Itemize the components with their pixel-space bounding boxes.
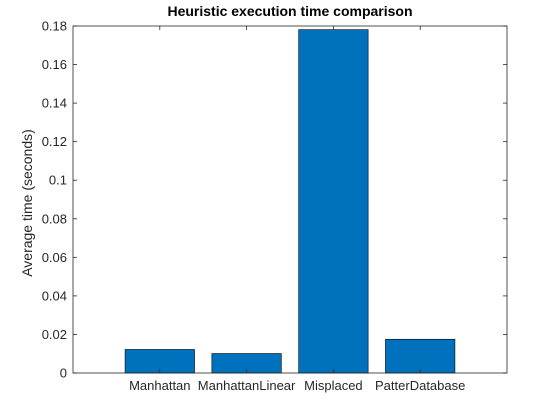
plot-background xyxy=(73,26,507,373)
x-tick-label: ManhattanLinear xyxy=(198,378,296,393)
x-tick-label: Misplaced xyxy=(304,378,363,393)
x-tick-label: PatterDatabase xyxy=(375,378,465,393)
y-tick-label: 0.08 xyxy=(42,211,67,226)
y-tick-label: 0 xyxy=(60,366,67,381)
chart-title: Heuristic execution time comparison xyxy=(167,3,412,19)
y-tick-label: 0.02 xyxy=(42,327,67,342)
y-tick-label: 0.18 xyxy=(42,19,67,34)
bar-misplaced xyxy=(298,29,369,374)
y-tick-label: 0.04 xyxy=(42,288,67,303)
y-tick-label: 0.1 xyxy=(49,173,67,188)
y-tick-label: 0.06 xyxy=(42,250,67,265)
x-tick-label: Manhattan xyxy=(129,378,190,393)
y-tick-label: 0.16 xyxy=(42,57,67,72)
y-axis-label: Average time (seconds) xyxy=(19,129,35,277)
y-tick-label: 0.14 xyxy=(42,96,67,111)
bar-patterdatabase xyxy=(385,338,456,374)
axes-box xyxy=(72,25,508,374)
y-tick-label: 0.12 xyxy=(42,134,67,149)
plot-area: 0 0.02 0.04 0.06 0.08 0.1 0.12 0.14 0.16 0.18 Manh… xyxy=(42,19,508,393)
